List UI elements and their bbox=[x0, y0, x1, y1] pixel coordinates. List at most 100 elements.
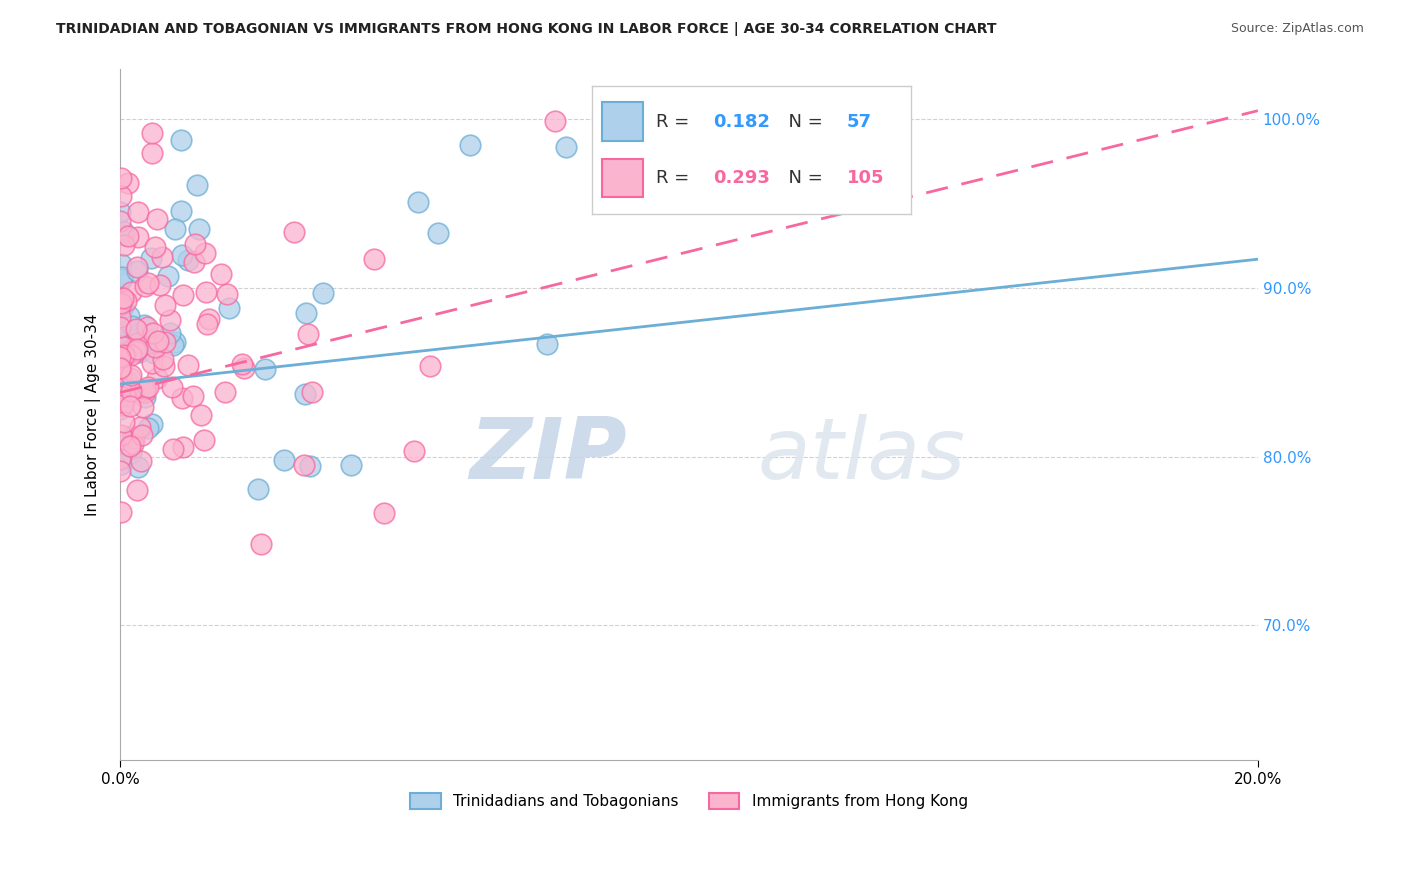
Point bbox=[115, 389, 138, 403]
Point bbox=[122, 431, 145, 445]
Point bbox=[190, 408, 212, 422]
Point bbox=[404, 444, 426, 458]
Point bbox=[125, 322, 148, 336]
Point bbox=[170, 204, 193, 219]
Point bbox=[129, 454, 152, 468]
Point bbox=[120, 333, 142, 347]
Point bbox=[250, 536, 273, 550]
Point bbox=[112, 415, 135, 429]
Point bbox=[132, 401, 155, 415]
Point bbox=[141, 126, 163, 140]
Point bbox=[156, 269, 179, 284]
Point bbox=[134, 382, 156, 396]
Point bbox=[111, 272, 134, 286]
Point bbox=[194, 246, 217, 260]
Point bbox=[120, 384, 142, 398]
Point bbox=[188, 221, 211, 235]
Point bbox=[127, 384, 149, 399]
Point bbox=[108, 381, 131, 395]
Point bbox=[108, 389, 131, 403]
Point bbox=[297, 326, 319, 341]
Point bbox=[127, 459, 149, 474]
Point bbox=[127, 204, 149, 219]
Point bbox=[134, 318, 156, 333]
Point bbox=[283, 225, 305, 239]
Point bbox=[198, 312, 221, 326]
Point bbox=[363, 252, 385, 266]
Point bbox=[110, 327, 132, 342]
Point bbox=[111, 269, 134, 284]
Point bbox=[117, 309, 139, 323]
Point bbox=[159, 312, 181, 326]
Point bbox=[112, 341, 135, 355]
Point bbox=[169, 133, 191, 147]
Point bbox=[121, 429, 143, 443]
Point bbox=[129, 420, 152, 434]
Point bbox=[112, 228, 135, 243]
Point bbox=[273, 453, 295, 467]
Y-axis label: In Labor Force | Age 30-34: In Labor Force | Age 30-34 bbox=[86, 313, 101, 516]
Point bbox=[145, 212, 167, 227]
Point bbox=[544, 114, 567, 128]
Point bbox=[136, 380, 159, 394]
Point bbox=[108, 320, 131, 334]
Point bbox=[108, 310, 131, 325]
Point bbox=[149, 277, 172, 292]
Point bbox=[152, 352, 174, 367]
Legend: Trinidadians and Tobagonians, Immigrants from Hong Kong: Trinidadians and Tobagonians, Immigrants… bbox=[404, 787, 974, 815]
Point bbox=[138, 333, 160, 347]
Point bbox=[112, 300, 135, 314]
Point bbox=[115, 294, 138, 309]
Point bbox=[231, 358, 253, 372]
Point bbox=[195, 317, 218, 331]
Point bbox=[108, 326, 131, 340]
Point bbox=[253, 362, 276, 376]
Point bbox=[194, 285, 217, 299]
Point bbox=[120, 439, 142, 453]
Point bbox=[142, 326, 165, 340]
Point bbox=[146, 334, 169, 349]
Point bbox=[141, 356, 163, 370]
Point bbox=[110, 464, 132, 478]
Point bbox=[145, 240, 167, 254]
Point bbox=[373, 506, 395, 520]
Point bbox=[120, 285, 142, 300]
Point bbox=[139, 252, 162, 266]
Point bbox=[159, 326, 181, 341]
Point bbox=[110, 505, 132, 519]
Point bbox=[152, 251, 174, 265]
Point bbox=[115, 344, 138, 359]
Point bbox=[136, 276, 159, 290]
Point bbox=[111, 291, 134, 305]
Point bbox=[117, 228, 139, 243]
Point bbox=[163, 222, 186, 236]
Point bbox=[301, 384, 323, 399]
Point bbox=[117, 374, 139, 388]
Point bbox=[110, 390, 132, 404]
Point bbox=[458, 137, 481, 152]
Point bbox=[110, 376, 132, 391]
Point bbox=[134, 384, 156, 399]
Point bbox=[110, 204, 132, 219]
Point bbox=[127, 483, 149, 497]
Point bbox=[217, 287, 239, 301]
Point bbox=[136, 421, 159, 435]
Point bbox=[186, 178, 208, 192]
Point bbox=[110, 368, 132, 382]
Point bbox=[112, 376, 135, 391]
Point bbox=[120, 371, 142, 385]
Point bbox=[120, 348, 142, 362]
Point bbox=[120, 368, 142, 383]
Text: TRINIDADIAN AND TOBAGONIAN VS IMMIGRANTS FROM HONG KONG IN LABOR FORCE | AGE 30-: TRINIDADIAN AND TOBAGONIAN VS IMMIGRANTS… bbox=[56, 22, 997, 37]
Point bbox=[141, 417, 163, 432]
Text: atlas: atlas bbox=[758, 415, 965, 498]
Point bbox=[184, 236, 207, 251]
Point bbox=[143, 340, 166, 354]
Point bbox=[117, 177, 139, 191]
Point bbox=[211, 267, 233, 281]
Point bbox=[125, 260, 148, 274]
Point bbox=[172, 248, 194, 262]
Point bbox=[160, 380, 183, 394]
Point bbox=[110, 214, 132, 228]
Point bbox=[153, 297, 176, 311]
